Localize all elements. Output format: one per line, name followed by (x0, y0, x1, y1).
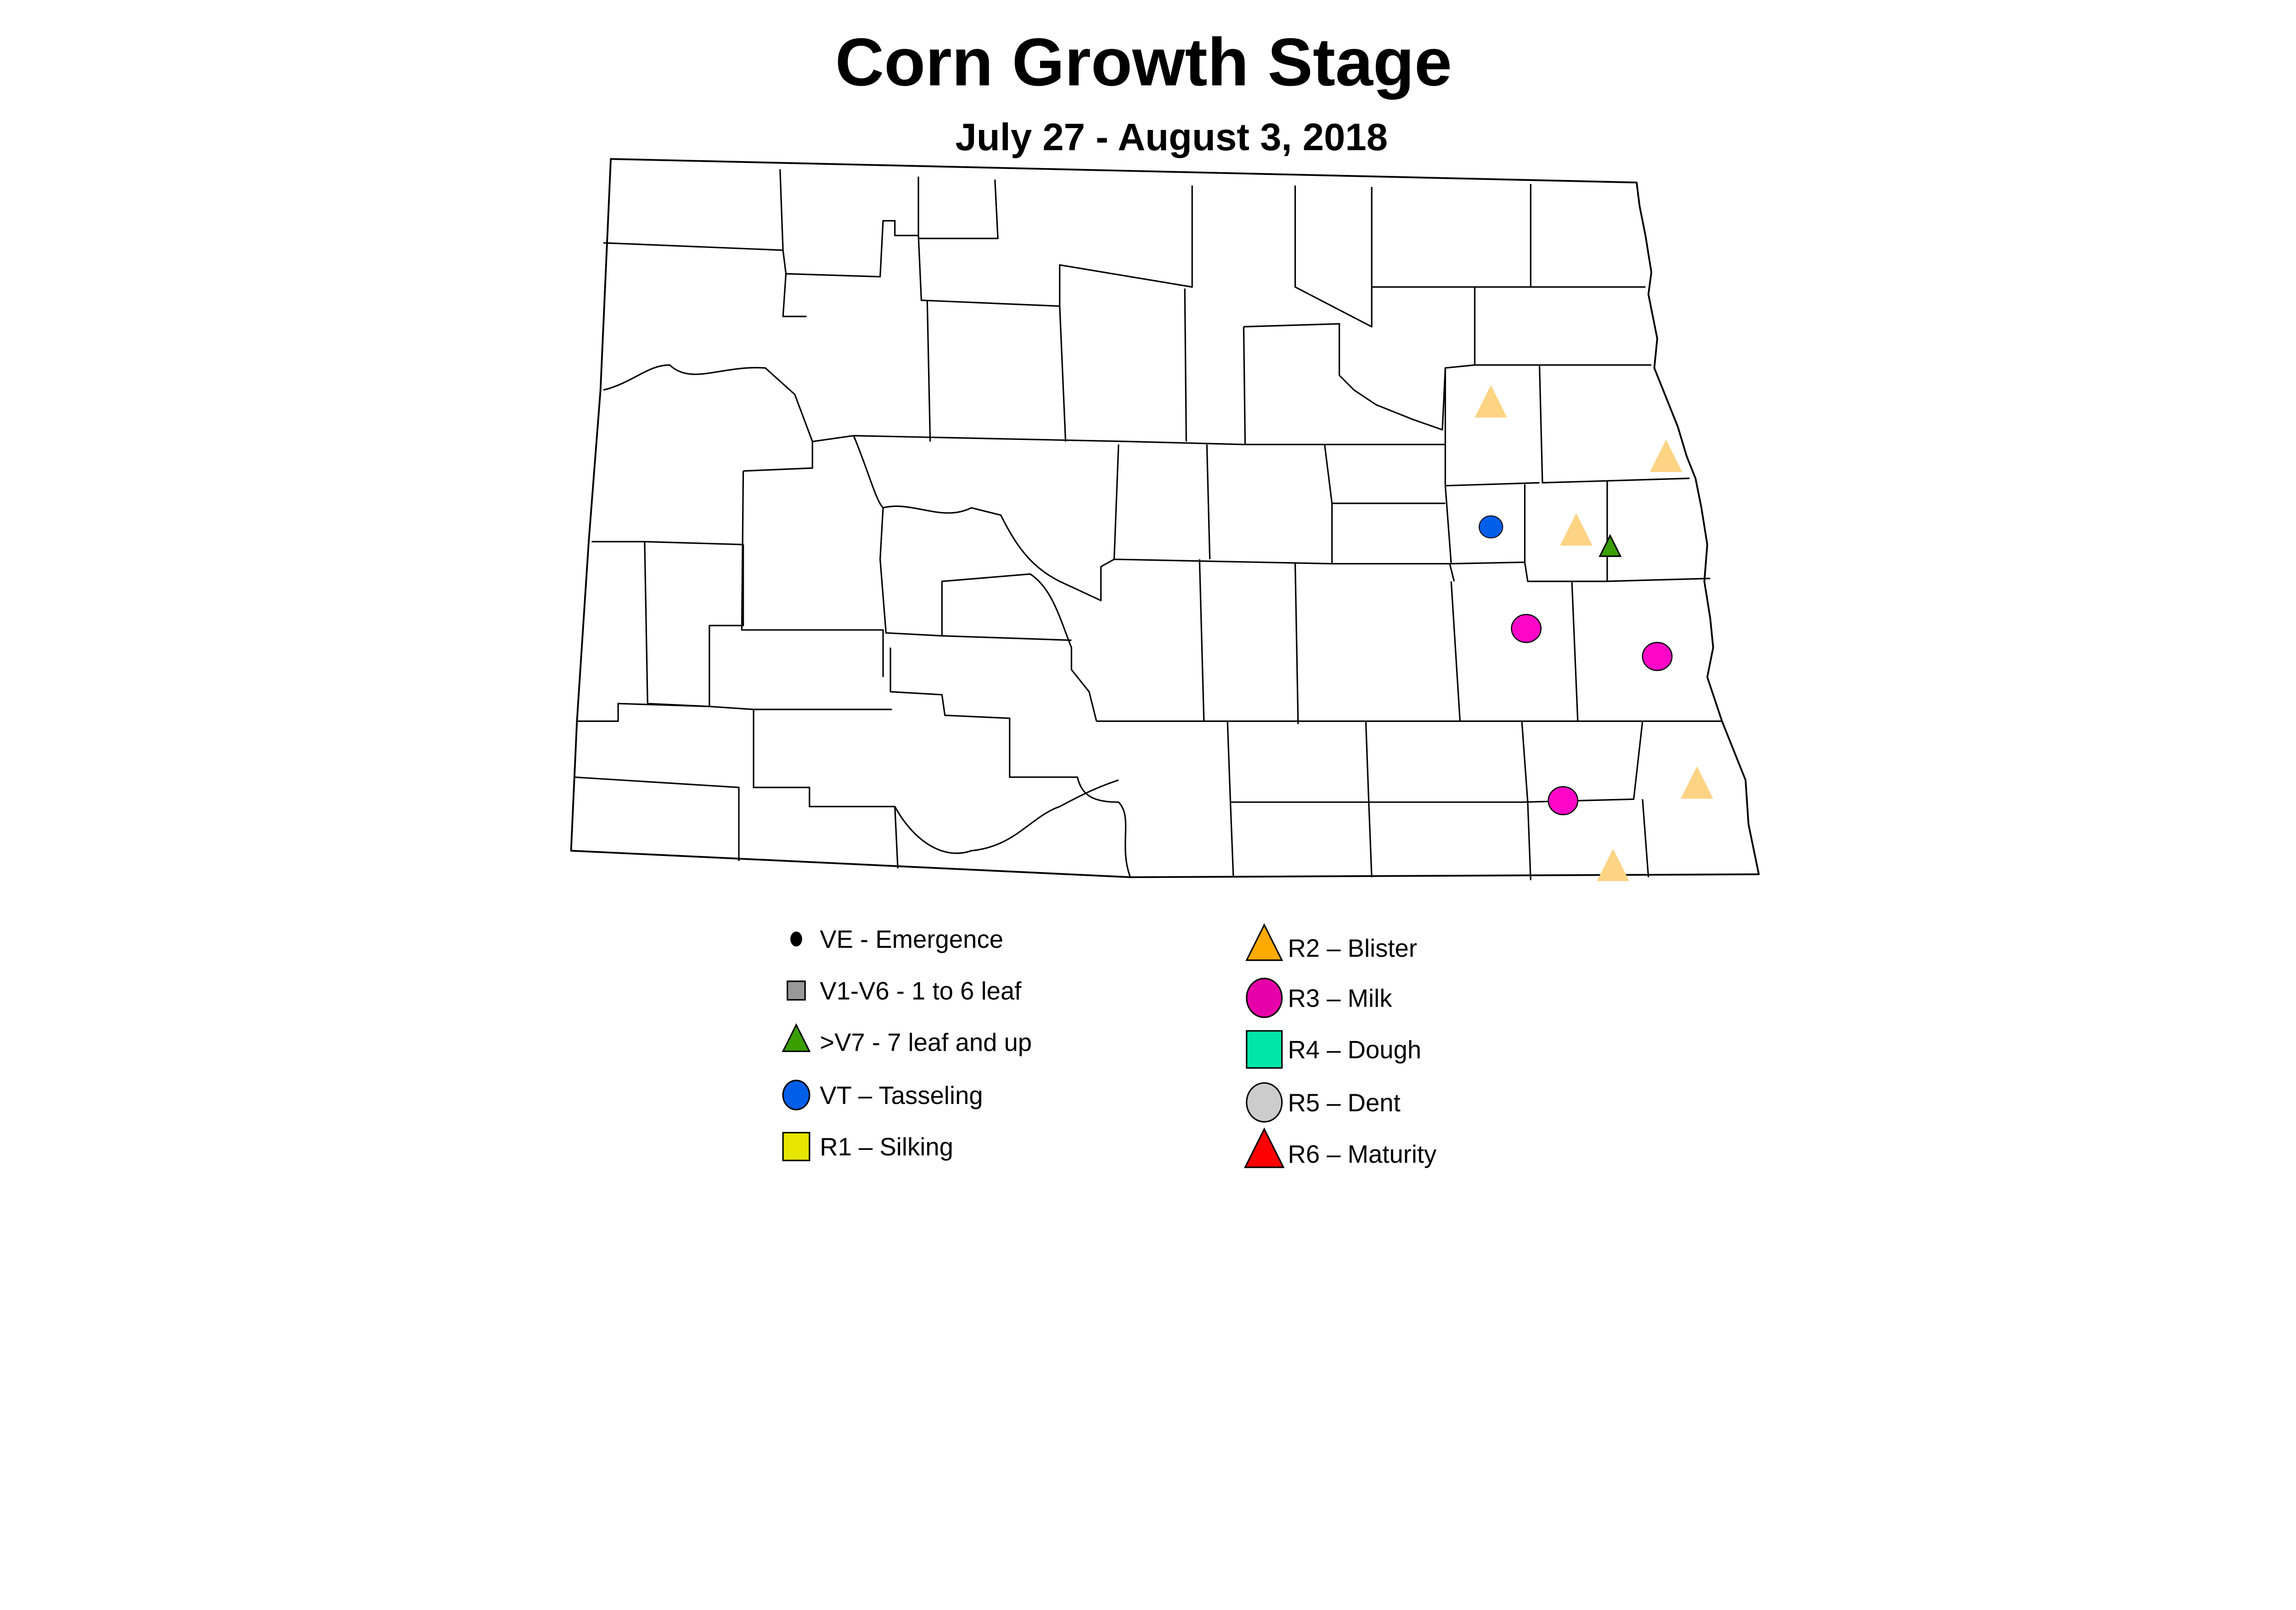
legend-symbol-square-icon (1246, 1030, 1283, 1069)
r2-blister-marker (1560, 513, 1593, 546)
r2-blister-marker (1649, 439, 1683, 472)
r3-milk-marker (1642, 642, 1673, 671)
legend-label: VE - Emergence (820, 925, 1003, 953)
legend: VE - Emergence V1-V6 - 1 to 6 leaf >V7 - 7… (782, 923, 1437, 1168)
legend-item-r4: R4 – Dough (1246, 1030, 1421, 1069)
observation-markers (1474, 385, 1713, 881)
r2-blister-marker (1474, 385, 1508, 418)
map-subtitle: July 27 - August 3, 2018 (955, 116, 1388, 158)
r2-blister-marker (1681, 766, 1713, 799)
legend-label: R5 – Dent (1288, 1089, 1400, 1117)
r3-milk-marker (1511, 614, 1542, 643)
v7-leaf-marker (1598, 534, 1622, 557)
north-dakota-map (570, 158, 1760, 881)
legend-item-v7: >V7 - 7 leaf and up (782, 1023, 1032, 1056)
state-outline (570, 158, 1760, 878)
legend-item-v1v6: V1-V6 - 1 to 6 leaf (787, 977, 1022, 1005)
legend-symbol-triangle-icon (782, 1023, 811, 1053)
legend-item-ve: VE - Emergence (790, 925, 1003, 953)
legend-item-r1: R1 – Silking (782, 1132, 953, 1161)
legend-symbol-circle-icon (782, 1080, 810, 1110)
legend-label: V1-V6 - 1 to 6 leaf (820, 977, 1022, 1005)
legend-item-r5: R5 – Dent (1246, 1082, 1401, 1123)
corn-growth-stage-map-figure: Corn Growth Stage July 27 - August 3, 20… (570, 24, 1760, 1169)
legend-item-r6: R6 – Maturity (1244, 1127, 1437, 1168)
legend-symbol-triangle-icon (1244, 1127, 1285, 1168)
legend-item-vt: VT – Tasseling (782, 1080, 983, 1110)
legend-label: R3 – Milk (1288, 984, 1392, 1012)
legend-symbol-square-icon (787, 980, 806, 1001)
legend-label: R2 – Blister (1288, 934, 1417, 962)
legend-item-r3: R3 – Milk (1246, 978, 1392, 1018)
map-title: Corn Growth Stage (835, 25, 1452, 100)
legend-symbol-dot-icon (790, 931, 802, 947)
legend-symbol-circle-icon (1246, 978, 1283, 1018)
legend-label: VT – Tasseling (820, 1081, 983, 1109)
r3-milk-marker (1548, 786, 1579, 816)
legend-label: R4 – Dough (1288, 1036, 1421, 1064)
legend-label: R6 – Maturity (1288, 1140, 1437, 1168)
legend-label: >V7 - 7 leaf and up (820, 1028, 1032, 1056)
vt-tasseling-marker (1479, 515, 1503, 539)
county-lines (574, 169, 1722, 880)
legend-item-r2: R2 – Blister (1245, 923, 1417, 962)
legend-label: R1 – Silking (820, 1133, 953, 1161)
legend-symbol-circle-icon (1246, 1082, 1283, 1123)
r2-blister-marker (1597, 849, 1630, 881)
legend-symbol-square-icon (782, 1132, 810, 1161)
legend-symbol-triangle-icon (1245, 923, 1283, 961)
